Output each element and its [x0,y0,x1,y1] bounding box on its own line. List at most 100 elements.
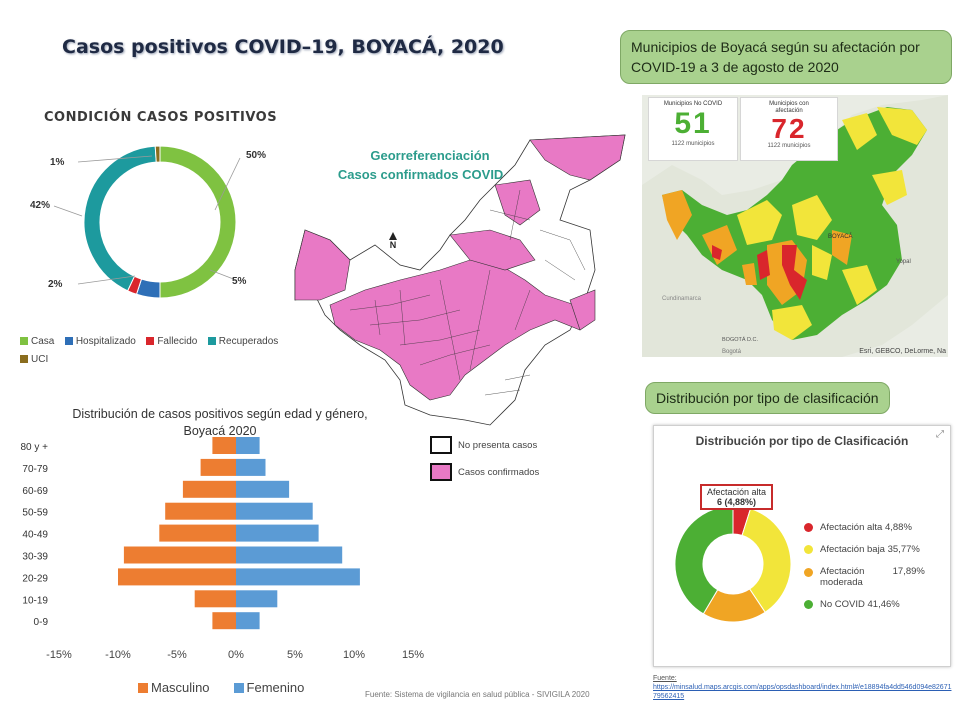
no-covid-value: 51 [674,107,712,140]
legend-item-masculino: Masculino [138,680,210,695]
legend-item-hospitalizado: Hospitalizado [64,336,136,347]
pyramid-bar-masculino-80y+ [212,437,236,454]
classification-legend: Afectación alta 4,88% Afectación baja 35… [804,522,944,610]
pyramid-age-label: 20-29 [22,573,48,584]
swatch-confirmed [430,463,452,481]
donut-leader-line [209,269,237,281]
swatch-no-cases [430,436,452,454]
pyramid-bar-femenino-10-19 [236,590,278,608]
north-arrow: N [386,232,400,250]
pyramid-bar-masculino-0-9 [212,612,236,630]
pyramid-x-tick: 5% [287,649,303,661]
legend-item-moderada: Afectación moderada 17,89% [804,566,944,588]
pyramid-bar-masculino-10-19 [194,590,236,608]
condition-chart-title: CONDICIÓN CASOS POSITIVOS [44,110,278,125]
page-title: Casos positivos COVID–19, BOYACÁ, 2020 [62,36,504,58]
no-covid-sub: 1122 municipios [671,141,715,147]
condition-slice-recuperados [83,145,157,292]
legend-item-casa: Casa [20,336,54,347]
pyramid-legend: Masculino Femenino [138,680,310,695]
pyramid-age-label: 0-9 [34,617,49,628]
donut-label-fallecido: 2% [48,279,63,290]
geo-title-line1: Georreferenciación [370,148,490,163]
tooltip-title: Afectación alta [707,487,767,497]
condition-slice-uci [154,145,161,163]
legend-item-no-covid: No COVID 41,46% [804,599,944,610]
pyramid-bar-masculino-30-39 [123,546,236,564]
pyramid-age-label: 80 y + [20,442,48,453]
pyramid-age-label: 40-49 [22,530,48,541]
pyramid-x-tick: -15% [46,649,72,661]
legend-item-recuperados: Recuperados [207,336,278,347]
sivigila-source: Fuente: Sistema de vigilancia en salud p… [365,690,590,699]
boyaca-municipalities-map [294,134,626,426]
pyramid-bar-femenino-0-9 [236,612,260,630]
classification-slice-afectación-baja [741,508,792,613]
donut-label-uci: 1% [50,157,65,168]
north-label: N [389,240,397,250]
pyramid-x-tick: 0% [228,649,244,661]
legend-item-femenino: Femenino [233,680,304,695]
with-affectation-value: 72 [771,113,807,144]
pyramid-age-label: 50-59 [22,508,48,519]
pyramid-bar-masculino-40-49 [159,524,236,542]
donut-leader-line [214,157,241,211]
map-legend-confirmed: Casos confirmados [430,463,539,481]
dashboard-map-panel[interactable]: BOYACÁ Yopal BOGOTÁ D.C. Bogotá Cundinam… [642,95,948,357]
condition-donut-chart [53,145,241,299]
classification-donut-chart [674,505,792,623]
pyramid-bar-femenino-30-39 [236,546,343,564]
pyramid-title-line1: Distribución de casos positivos según ed… [72,407,368,421]
donut-leader-line [53,205,83,217]
age-gender-pyramid: 0-9 10-19 20-29 30-39 40-49 50-59 60-69 70-79 80… [20,437,424,661]
map-legend-no-cases: No presenta casos [430,436,539,454]
with-affectation-card: Municipios con afectación 72 1122 munici… [740,97,838,161]
pyramid-x-tick: 10% [343,649,365,661]
pyramid-x-tick: -5% [167,649,187,661]
map-label-yopal: Yopal [896,259,911,265]
no-covid-label: Municipios No COVID [663,101,723,107]
affectation-map[interactable]: BOYACÁ Yopal BOGOTÁ D.C. Bogotá Cundinam… [642,95,948,357]
municipal-status-badge: Municipios de Boyacá según su afectación… [620,30,952,84]
dashboard-source: Fuente: https://minsalud.maps.arcgis.com… [653,674,953,701]
map-label-boyaca: BOYACÁ [828,233,853,240]
legend-item-fallecido: Fallecido [146,336,197,347]
pyramid-bar-femenino-70-79 [236,458,266,476]
pyramid-bar-masculino-50-59 [165,502,236,520]
pyramid-age-label: 70-79 [22,464,48,475]
pyramid-x-tick: -10% [105,649,131,661]
pyramid-bar-masculino-20-29 [118,568,236,586]
pyramid-bar-femenino-20-29 [236,568,360,586]
pyramid-age-label: 60-69 [22,486,48,497]
pyramid-age-label: 30-39 [22,552,48,563]
geo-title: Georreferenciación Casos confirmados COV… [330,146,530,184]
with-affectation-sub: 1122 municipios [767,143,811,149]
donut-label-recuperados: 42% [30,200,51,211]
donut-label-hospitalizado: 5% [232,276,247,287]
with-affectation-label: Municipios con afectación [769,101,809,114]
donut-leader-line [77,155,153,163]
pyramid-age-label: 10-19 [22,595,48,606]
classification-panel-title: Distribución por tipo de Clasificación [695,434,909,448]
pyramid-title: Distribución de casos positivos según ed… [40,406,400,440]
pyramid-bar-femenino-80y+ [236,437,260,454]
pyramid-bar-masculino-70-79 [200,458,236,476]
legend-item-baja: Afectación baja 35,77% [804,544,944,555]
pyramid-x-tick: 15% [402,649,424,661]
pyramid-title-line2: Boyacá 2020 [183,424,257,438]
legend-item-alta: Afectación alta 4,88% [804,522,944,533]
dashboard-source-link[interactable]: https://minsalud.maps.arcgis.com/apps/op… [653,684,952,700]
tooltip-value: 6 (4,88%) [717,497,757,507]
pyramid-bar-femenino-40-49 [236,524,319,542]
condition-legend: Casa Hospitalizado Fallecido Recuperados… [20,332,320,368]
map-label-bogota: Bogotá [722,349,742,355]
map-label-cundinamarca: Cundinamarca [662,296,702,302]
map-legend: No presenta casos Casos confirmados [430,436,539,481]
map-attribution: Esri, GEBCO, DeLorme, Na [859,348,946,355]
expand-icon[interactable]: ⤢ [936,429,944,440]
dashboard-source-label: Fuente: [653,675,677,682]
donut-label-casa: 50% [246,150,267,161]
classification-panel: Distribución por tipo de Clasificación ⤢… [653,425,951,667]
pyramid-bar-femenino-50-59 [236,502,313,520]
north-arrow-icon [389,232,397,240]
